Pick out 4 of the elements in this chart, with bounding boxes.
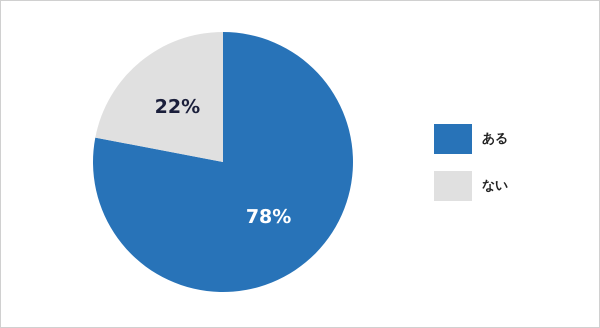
legend-label: ない (482, 178, 508, 194)
data-label: 22% (154, 96, 200, 118)
legend-label: ある (482, 132, 508, 146)
data-label: 78% (246, 206, 292, 228)
